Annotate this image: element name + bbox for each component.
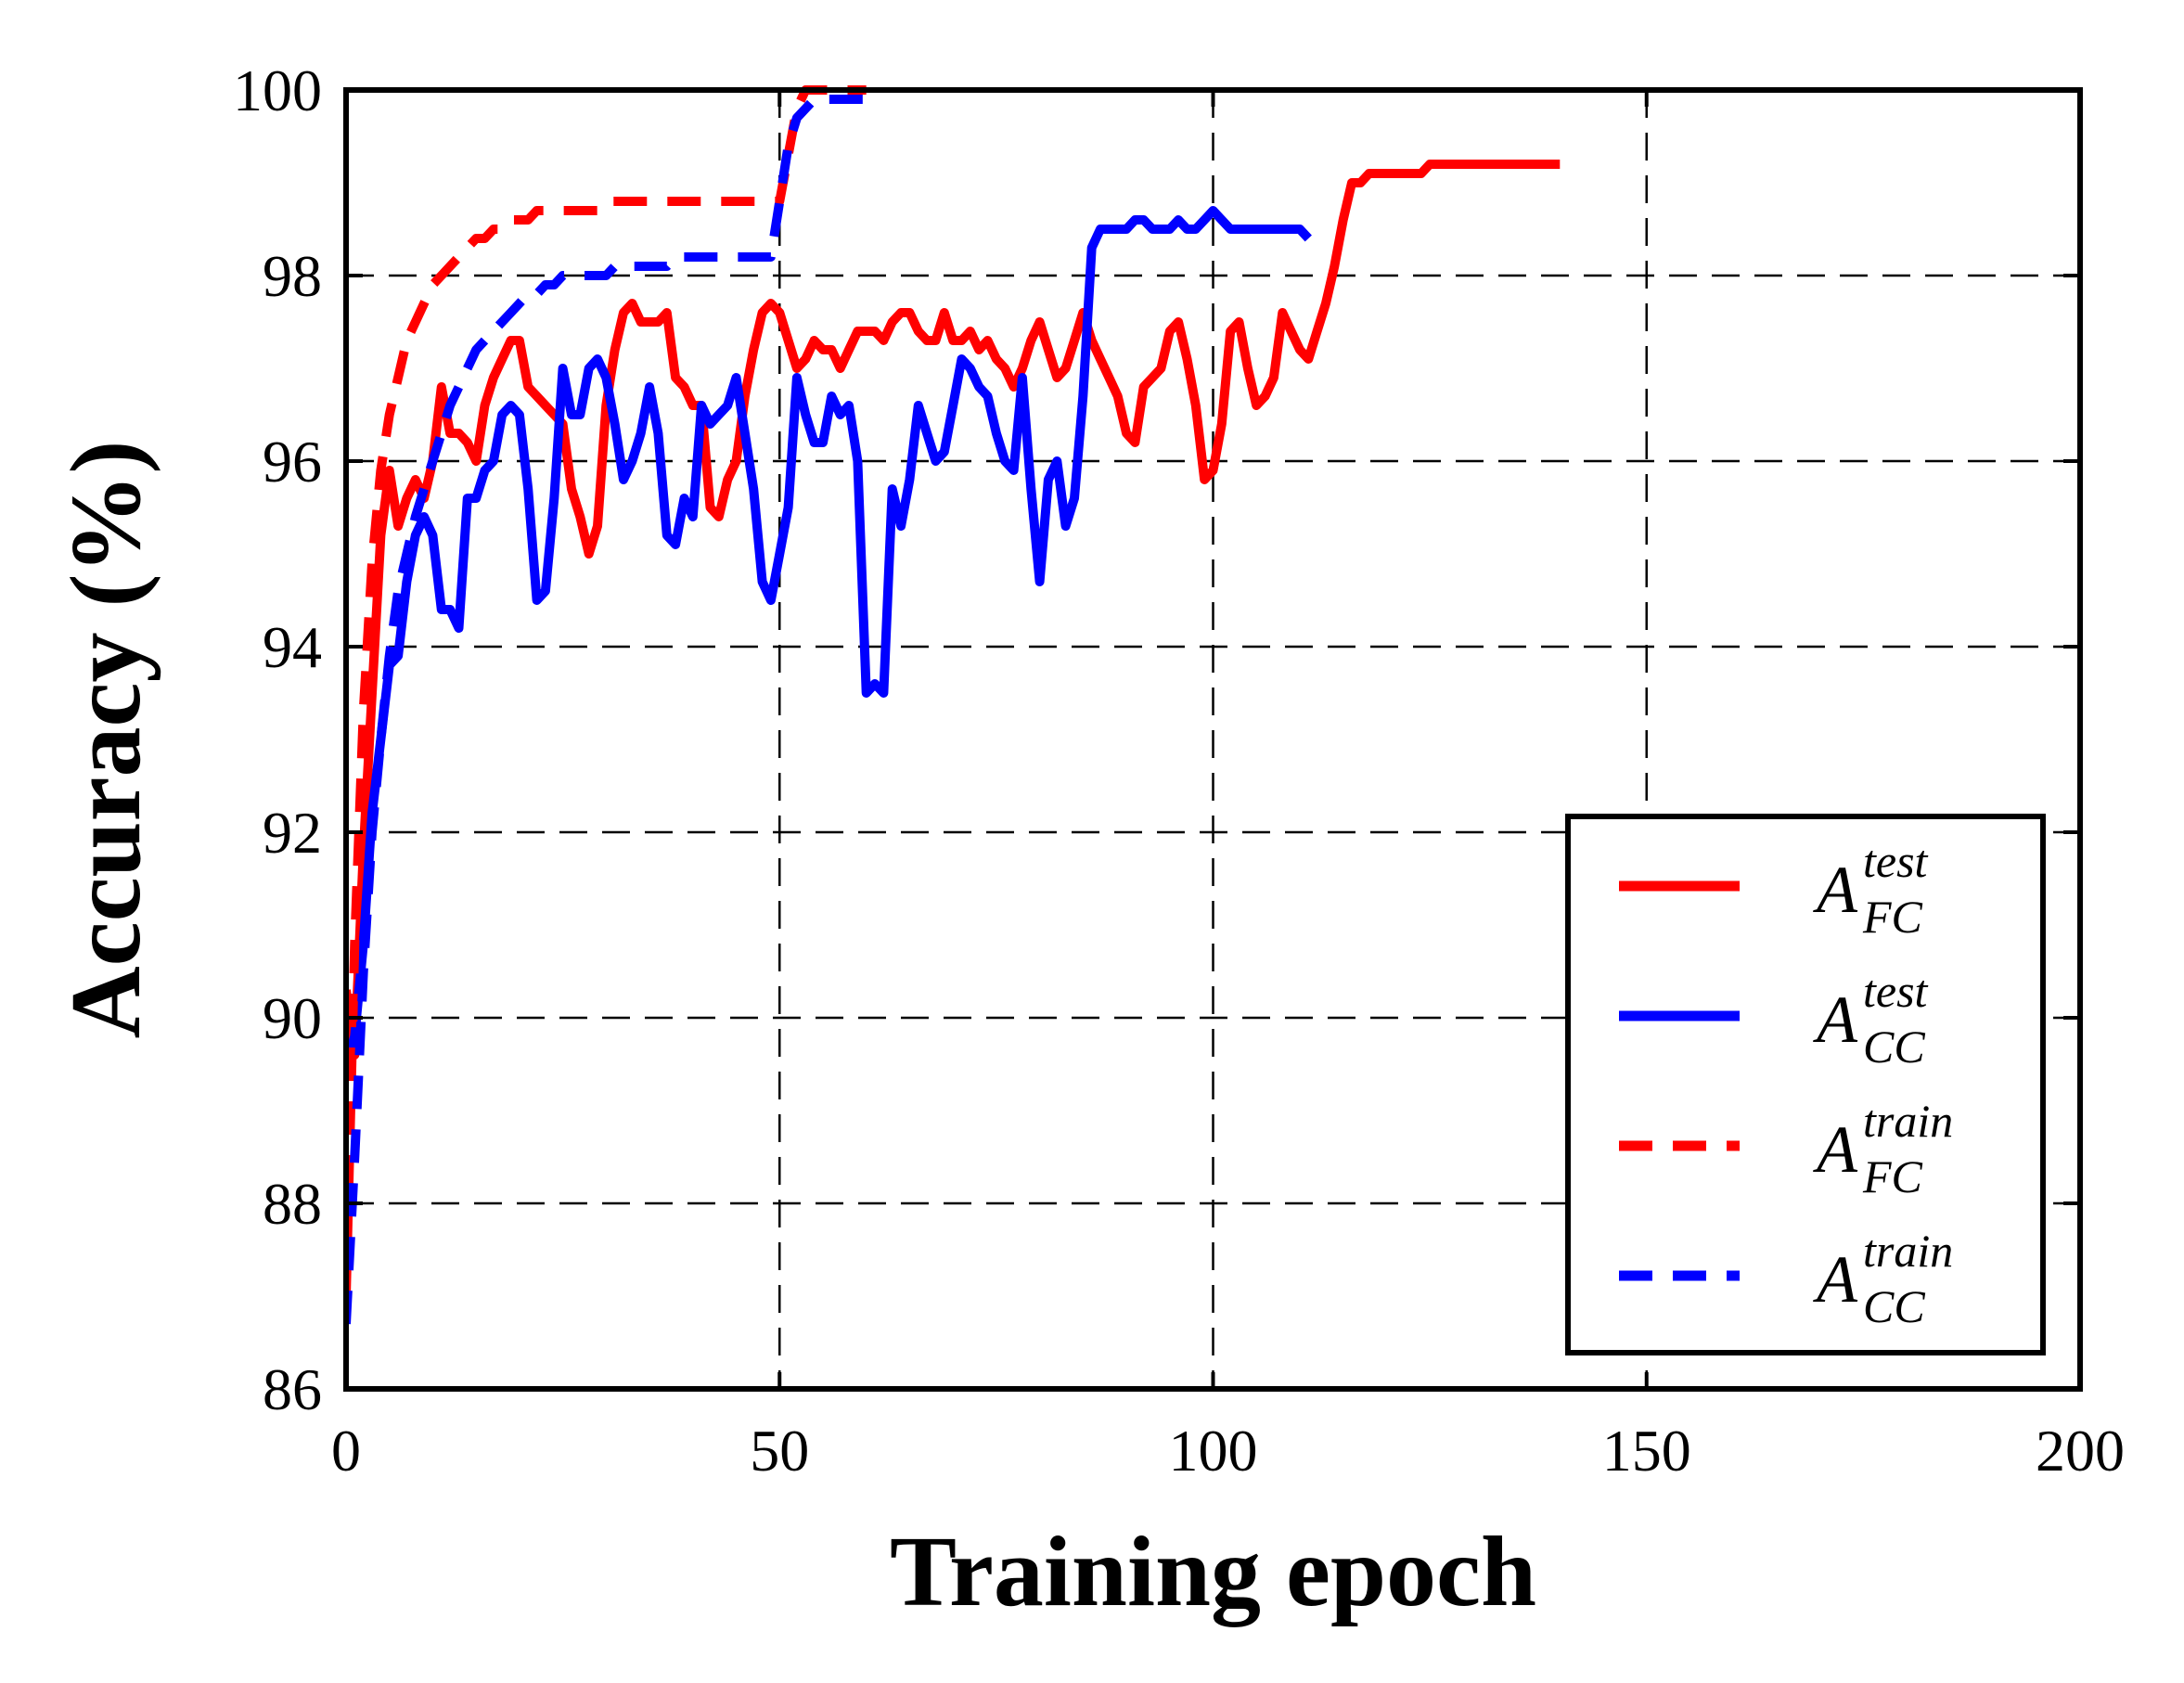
x-tick-label: 50	[750, 1418, 809, 1484]
legend-label-sup-0: test	[1863, 835, 1929, 887]
y-tick-label: 98	[263, 243, 322, 309]
legend-label-3: A	[1813, 1242, 1858, 1317]
legend-label-sub-2: FC	[1862, 1150, 1923, 1202]
x-tick-label: 150	[1602, 1418, 1691, 1484]
series-line-3	[346, 95, 867, 1325]
axis-ticks: 0 50 100 150 200 86 88 90 92 94 96 98 100	[233, 58, 2125, 1484]
x-tick-label: 200	[2036, 1418, 2125, 1484]
legend-label-2: A	[1813, 1112, 1858, 1187]
legend-label-0: A	[1813, 853, 1858, 927]
y-tick-label: 100	[233, 58, 322, 123]
x-tick-label: 100	[1169, 1418, 1258, 1484]
y-tick-label: 94	[263, 614, 322, 680]
y-tick-label: 88	[263, 1171, 322, 1237]
legend-label-sup-1: test	[1863, 965, 1929, 1017]
y-axis-label: Accuracy (%)	[51, 441, 161, 1039]
series-line-2	[346, 85, 867, 1297]
legend-label-sub-3: CC	[1863, 1280, 1925, 1332]
x-axis-label: Training epoch	[890, 1517, 1536, 1627]
legend-label-sup-3: train	[1863, 1225, 1953, 1277]
y-tick-label: 96	[263, 429, 322, 495]
legend-label-sub-0: FC	[1862, 891, 1923, 943]
legend-label-sub-1: CC	[1863, 1021, 1925, 1073]
legend-label-1: A	[1813, 983, 1858, 1057]
series-line-1	[346, 206, 1312, 1066]
x-tick-label: 0	[331, 1418, 361, 1484]
series-layer	[346, 85, 1561, 1325]
legend-box	[1565, 814, 2046, 1355]
y-tick-label: 90	[263, 985, 322, 1051]
y-tick-label: 92	[263, 800, 322, 866]
series-line-0	[346, 160, 1561, 1060]
y-tick-label: 86	[263, 1356, 322, 1422]
legend-label-sup-2: train	[1863, 1095, 1953, 1147]
